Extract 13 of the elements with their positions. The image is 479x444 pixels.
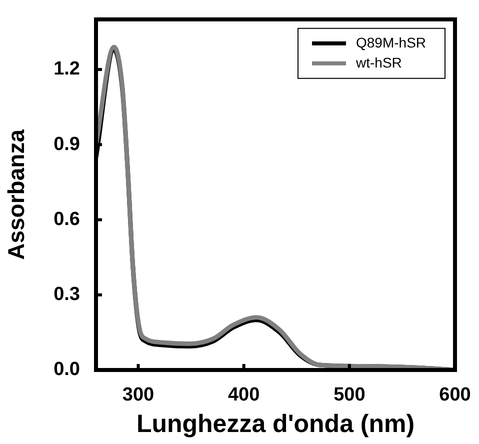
x-tick-label: 300 <box>122 384 154 406</box>
x-tick-label: 600 <box>439 384 471 406</box>
legend-label: wt-hSR <box>355 54 402 70</box>
y-tick-label: 0.6 <box>54 208 80 230</box>
y-axis-title: Assorbanza <box>3 129 30 260</box>
x-tick-label: 500 <box>334 384 366 406</box>
y-tick-label: 1.2 <box>54 58 80 80</box>
y-tick-label: 0.9 <box>54 134 80 155</box>
y-tick-label: 0.3 <box>54 284 80 306</box>
y-tick-label: 0.0 <box>54 359 80 380</box>
x-axis-title: Lunghezza d'onda (nm) <box>136 410 415 438</box>
legend-label: Q89M-hSR <box>356 34 426 50</box>
x-tick-label: 400 <box>228 384 260 406</box>
